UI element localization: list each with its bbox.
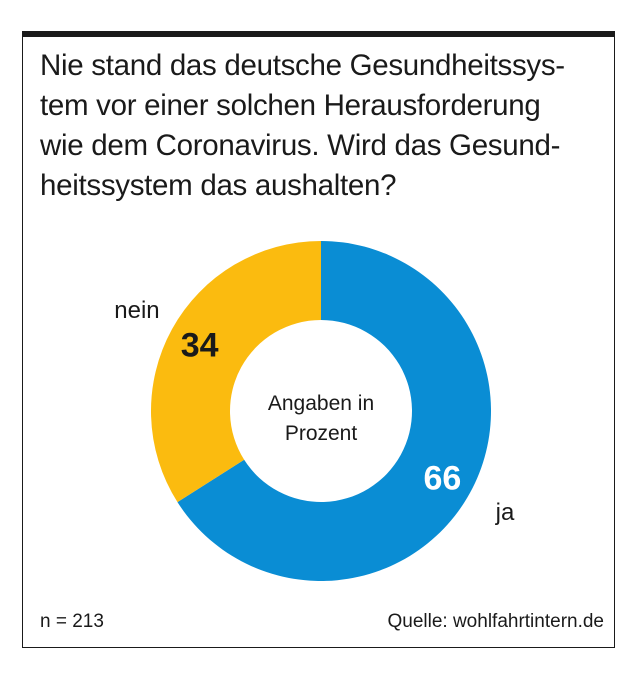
title-line: wie dem Coronavirus. Wird das Gesund- bbox=[40, 129, 561, 162]
donut-slices bbox=[151, 241, 492, 582]
title-line: tem vor einer solchen Herausforderung bbox=[40, 89, 541, 122]
donut-labels: 66 ja 34 nein bbox=[114, 297, 515, 526]
sample-size-note: n = 213 bbox=[40, 611, 104, 632]
chart-title: Nie stand das deutsche Gesundheitssys- t… bbox=[40, 46, 600, 206]
title-line: heitssystem das aushalten? bbox=[40, 169, 397, 202]
source-note: Quelle: wohlfahrtintern.de bbox=[387, 611, 604, 632]
value-label-nein: 34 bbox=[181, 326, 219, 364]
category-label-nein: nein bbox=[114, 297, 159, 324]
category-label-ja: ja bbox=[495, 499, 515, 526]
title-line: Nie stand das deutsche Gesundheitssys- bbox=[40, 49, 565, 82]
center-label-line: Prozent bbox=[285, 422, 358, 445]
center-label-line: Angaben in bbox=[268, 392, 374, 415]
donut-slice-nein bbox=[151, 241, 321, 503]
donut-slice-ja bbox=[177, 241, 492, 582]
value-label-ja: 66 bbox=[423, 460, 461, 498]
